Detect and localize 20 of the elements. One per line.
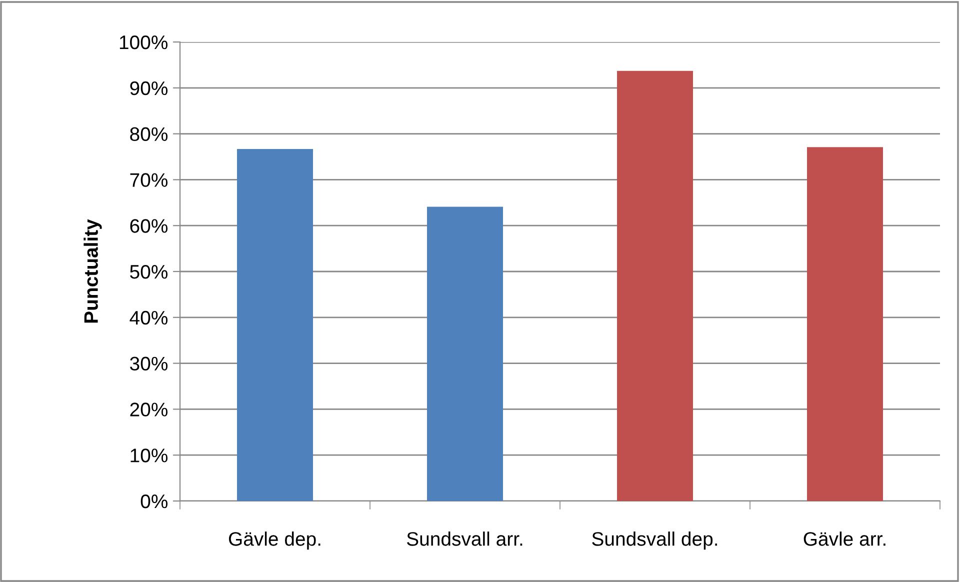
- y-tick-label: 0%: [140, 494, 168, 508]
- y-tick-label: 30%: [130, 356, 168, 371]
- x-tick-label: Gävle arr.: [804, 532, 886, 546]
- x-tick-label: Sundsvall dep.: [592, 532, 718, 550]
- bar: [617, 70, 693, 501]
- y-tick-label: 10%: [130, 448, 168, 462]
- x-tick-label: Gävle dep.: [228, 532, 320, 550]
- bar: [237, 148, 313, 501]
- y-tick-label: 80%: [130, 127, 168, 142]
- y-tick-label: 40%: [130, 310, 168, 325]
- y-tick-label: 90%: [130, 81, 168, 96]
- x-tick-label: Sundsvall arr.: [406, 532, 522, 546]
- y-tick-label: 70%: [130, 173, 168, 187]
- y-tick-label: 20%: [130, 402, 168, 416]
- y-axis-title: Punctuality: [84, 219, 102, 323]
- y-tick-label: 60%: [130, 219, 168, 233]
- y-tick-label: 100%: [120, 35, 168, 50]
- bar: [807, 147, 883, 501]
- y-tick-label: 50%: [130, 264, 168, 279]
- bar: [427, 206, 503, 501]
